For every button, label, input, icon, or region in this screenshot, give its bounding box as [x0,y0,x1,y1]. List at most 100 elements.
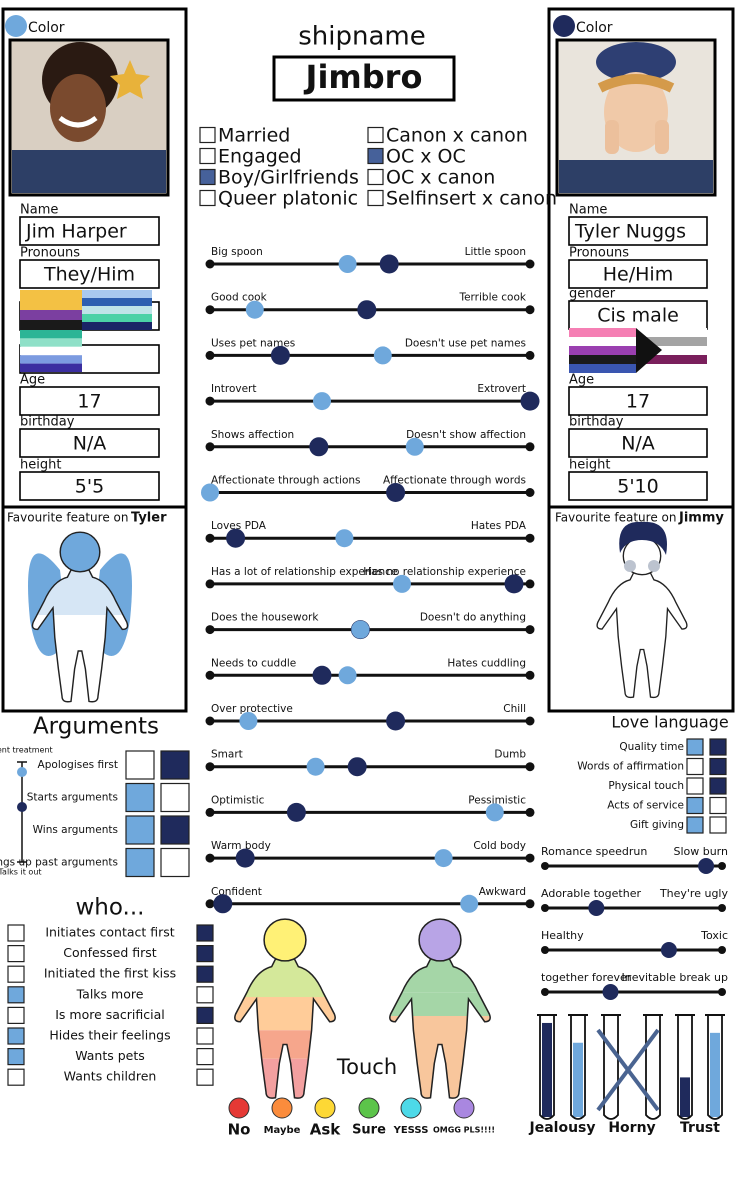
slider-end [525,670,535,680]
legend-label: OMGG PLS!!!! [433,1126,495,1135]
touch-title: Touch [336,1055,397,1079]
field-label: Pronouns [569,246,629,261]
section-title: Love language [611,713,728,732]
check-tyler [709,796,727,815]
section-title: Arguments [33,714,159,740]
section-title: who... [76,895,145,921]
check-tyler [196,1047,214,1066]
slider-end [525,762,535,772]
slider-dot-jim [245,300,264,319]
slider-dot-jim [373,346,392,365]
field-label: Age [20,373,45,388]
slider-dot-jim [405,437,424,456]
slider-end [205,350,215,360]
check-jim [7,924,25,942]
slider-dot-tyler [213,894,233,914]
field-box [568,471,708,501]
slider-dot-tyler [235,848,255,868]
love-label: Physical touch [608,780,684,792]
who-label: Is more sacrificial [55,1007,165,1022]
slider-left-label: Optimistic [211,794,265,806]
field-label: Pronouns [20,246,80,261]
meter-label: Horny [608,1120,655,1136]
slider-dot [602,984,619,1000]
flag-stripe [82,290,152,298]
flag-chevron [636,328,662,373]
flag-stripe [569,337,636,346]
checkbox [367,147,384,165]
legend-swatch [314,1097,336,1119]
meter-fill [680,1077,690,1117]
slider-right-label: Chill [503,703,526,715]
flag-stripe [20,363,82,372]
slider-right-label: Slow burn [673,845,728,858]
slider-end [205,579,215,589]
check-jim [686,777,704,795]
field-value: 17 [77,391,101,413]
slider-right-label: Dumb [494,749,526,761]
check-tyler [709,816,727,834]
check-jim [125,815,155,845]
slider-end [525,488,535,497]
slider-dot-tyler [226,528,246,548]
love-label: Quality time [619,741,684,753]
field-value: N/A [621,433,655,455]
slider-end [718,862,726,870]
flag-stripe [82,314,152,322]
shipname-box [272,55,456,102]
slider-left-label: Healthy [541,929,584,942]
legend-swatch [358,1097,380,1119]
slider-dot-jim [434,849,453,868]
slider-dot-tyler [309,437,329,457]
slider-right-label: Inevitable break up [622,971,729,984]
checkbox-label: Canon x canon [386,125,528,147]
slider-end [718,946,726,954]
who-label: Hides their feelings [49,1028,170,1043]
slider-dot-jim [460,894,479,913]
field-box [19,428,160,458]
field-value: N/A [73,433,107,455]
checkbox-label: Married [218,125,290,147]
argument-label: Starts arguments [27,792,118,804]
slider-left-label: Warm body [211,840,271,852]
field-label: Name [569,203,607,218]
slider-end [525,853,535,863]
check-tyler [160,782,190,813]
slider-dot-jim [239,712,258,730]
slider-left-label: Good cook [211,292,268,304]
feature-target: Tyler [131,511,167,526]
right-panel [547,7,735,713]
slider-end [525,807,535,817]
field-label: gender [569,287,616,302]
slider-end [205,305,215,315]
slider-right-label: Doesn't do anything [420,612,526,624]
checkbox [367,189,384,207]
field-label: birthday [20,415,75,430]
field-box [568,216,708,246]
flag-stripe [569,328,636,337]
body-outline [234,958,336,1099]
scale-dot-jim [17,767,27,777]
slider-right-label: Little spoon [465,246,526,258]
love-label: Acts of service [607,800,684,812]
checkbox-label: Selfinsert x canon [386,188,557,210]
flag-stripe [20,330,82,339]
body-outline [596,572,688,699]
scale-dot-tyler [17,802,27,812]
check-jim [7,965,25,983]
meter-tube [603,1015,619,1120]
check-jim [125,782,155,813]
slider-right-label: Hates cuddling [447,657,526,669]
head [418,918,462,962]
field-value: Jim Harper [25,221,127,243]
flag-stripe [636,337,707,346]
check-tyler [709,757,727,776]
feature-target: Jimmy [678,511,724,526]
slider-left-label: Smart [211,749,243,761]
slider-dot-jim [393,574,411,593]
field-box [19,386,160,416]
meter-tube [570,1015,586,1120]
legend-label: Sure [352,1123,386,1138]
who-label: Initiated the first kiss [44,966,176,981]
